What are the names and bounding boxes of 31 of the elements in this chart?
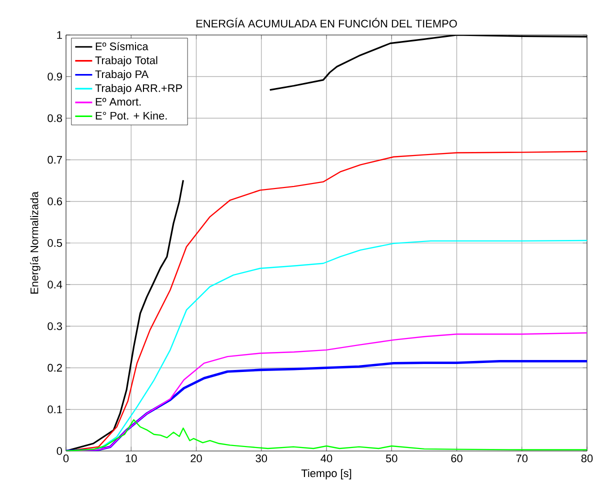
x-tick-label: 0 [63,454,69,462]
x-tick-label: 60 [451,454,462,462]
y-tick-label: 0.5 [48,239,62,247]
y-tick-label: 0.3 [48,322,62,330]
x-tick-label: 70 [516,454,528,462]
y-tick-label: 0.8 [48,114,62,122]
y-axis-title: Energía Normalizada [30,192,40,294]
y-tick-label: 0.7 [48,156,62,164]
y-tick-label: 0.6 [48,198,62,206]
y-tick-label: 0 [56,447,62,455]
y-tick-label: 0.9 [48,72,62,80]
legend-label: Trabajo ARR.+RP [95,84,182,94]
line-series [66,360,588,451]
x-tick-label: 40 [320,454,332,462]
x-tick-label: 80 [581,454,593,462]
legend-label: Eº Sísmica [96,42,148,50]
y-tick-label: 0.4 [48,280,62,288]
x-tick-label: 10 [126,454,137,462]
x-axis-title: Tiempo [s] [301,469,352,480]
x-tick-label: 30 [256,454,268,462]
x-tick-label: 50 [386,454,398,462]
legend-label: Trabajo Total [95,56,158,66]
x-tick-label: 20 [190,454,202,462]
chart-title: ENERGÍA ACUMULADA EN FUNCIÓN DEL TIEMPO [196,18,457,28]
legend-label: Eº Amort. [96,98,141,106]
legend-label: E° Pot. + Kine. [96,112,167,120]
y-tick-label: 0.2 [48,364,62,372]
line-series [66,419,588,451]
legend-label: Trabajo PA [95,70,149,80]
y-tick-label: 0.1 [48,406,62,414]
y-tick-label: 1 [57,31,62,39]
